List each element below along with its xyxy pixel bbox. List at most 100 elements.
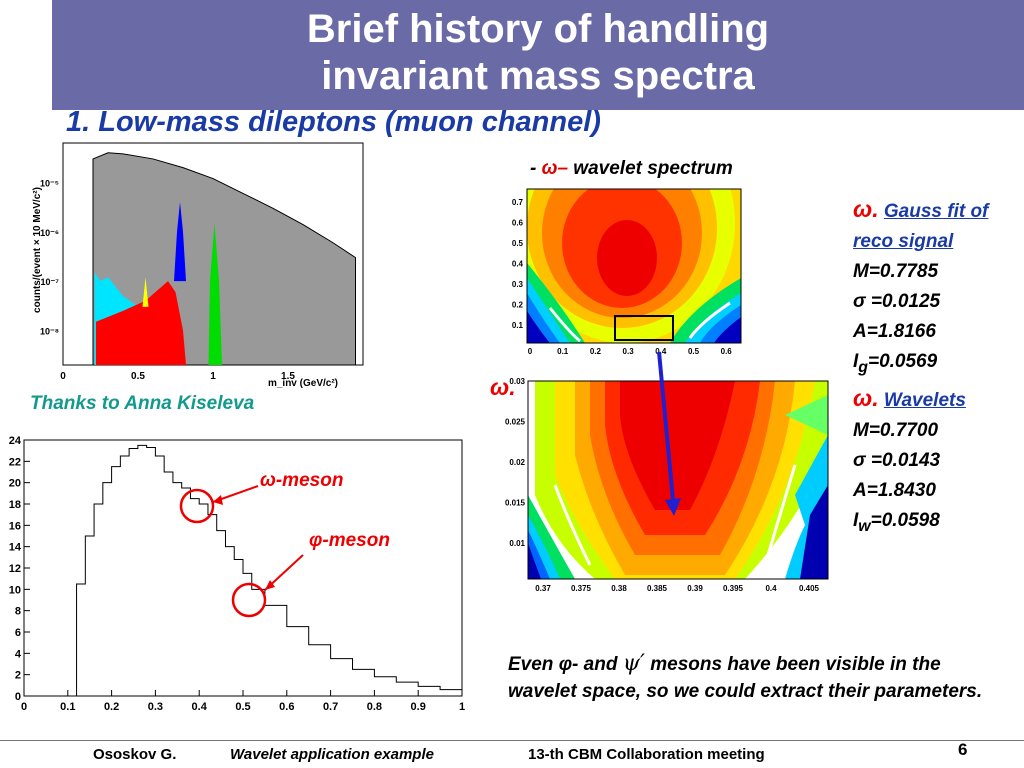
footer-topic: Wavelet application example <box>230 746 434 763</box>
zoomed-ytick: 0.025 <box>505 418 526 427</box>
label-omega: ω– <box>541 158 569 179</box>
wavelet-integral-sub: w <box>858 517 871 535</box>
log-chart-ytick: 10⁻⁷ <box>41 277 60 287</box>
wavelet-sigma: σ =0.0143 <box>853 449 941 471</box>
wavelet-ytick: 0.1 <box>512 321 524 330</box>
page-number: 6 <box>958 740 968 759</box>
section-subtitle: 1. Low-mass dileptons (muon channel) <box>66 106 601 138</box>
omega-meson-label: ω-meson <box>260 470 344 491</box>
histogram-chart: 0 0.1 0.2 0.3 0.4 0.5 0.6 0.7 0.8 0.9 102468101214… <box>9 435 465 713</box>
log-chart-ytick: 10⁻⁸ <box>40 326 59 336</box>
histogram-ytick: 24 <box>9 435 22 447</box>
footer-divider <box>0 740 1024 741</box>
gauss-fit-title: Gauss fit of reco signal <box>853 201 989 252</box>
zoomed-xtick: 0.4 <box>765 584 777 593</box>
log-chart-ylabel: counts/(event × 10 MeV/c²) <box>32 187 43 313</box>
psi-prime-symbol: ψ′ <box>622 651 645 676</box>
zoomed-ytick: 0.015 <box>505 499 526 508</box>
wavelet-xtick: 0.3 <box>623 347 635 356</box>
histogram-xtick: 0 <box>21 701 27 713</box>
label-text: wavelet spectrum <box>568 158 733 179</box>
histogram-ytick: 12 <box>9 563 21 575</box>
phi-highlight-circle <box>231 582 267 618</box>
histogram-ytick: 20 <box>9 478 21 490</box>
wavelet-xtick: 0.1 <box>557 347 569 356</box>
histogram-ytick: 6 <box>15 627 21 639</box>
histogram-ytick: 18 <box>9 499 21 511</box>
histogram-ytick: 4 <box>15 648 22 660</box>
title-line-2: invariant mass spectra <box>321 54 755 98</box>
histogram-ytick: 22 <box>9 456 21 468</box>
omega-side-label: ω. <box>490 374 516 400</box>
histogram-xtick: 0.9 <box>411 701 426 713</box>
wavelet-spectrum-label: - ω– wavelet spectrum <box>530 158 733 180</box>
zoomed-xtick: 0.38 <box>611 584 627 593</box>
zoom-region-box <box>614 315 674 341</box>
zoomed-heatmap: 0.37 0.375 0.38 0.385 0.39 0.395 0.4 0.405 0.01 0… <box>505 377 829 593</box>
zoomed-ytick: 0.03 <box>509 377 525 386</box>
gauss-amplitude: A=1.8166 <box>853 321 936 342</box>
zoomed-xtick: 0.385 <box>647 584 668 593</box>
gauss-integral: Ig=0.0569 <box>853 351 938 376</box>
histogram-xtick: 0.5 <box>235 701 250 713</box>
note-part-1: Even φ- and <box>508 654 623 675</box>
log-chart-xtick: 0 <box>60 371 66 382</box>
zoomed-ytick: 0.01 <box>509 539 525 548</box>
wavelet-xtick: 0.6 <box>721 347 733 356</box>
wavelet-omega-symbol: ω. <box>853 384 879 411</box>
wavelet-ytick: 0.5 <box>512 239 524 248</box>
wavelet-integral-value: 0.0598 <box>881 509 940 531</box>
wavelet-ytick: 0.4 <box>512 260 524 269</box>
histogram-ytick: 8 <box>15 606 21 618</box>
gauss-sigma: σ =0.0125 <box>853 291 941 312</box>
wavelet-mass: M=0.7700 <box>853 419 939 441</box>
wavelet-amplitude: A=1.8430 <box>853 479 936 501</box>
wavelet-ytick: 0.6 <box>512 219 524 228</box>
histogram-xtick: 0.2 <box>104 701 119 713</box>
wavelet-heading: ω. Wavelets <box>853 383 1023 416</box>
histogram-ytick: 0 <box>15 691 21 703</box>
log-chart-ytick: 10⁻⁶ <box>40 228 59 238</box>
histogram-xtick: 0.7 <box>323 701 338 713</box>
histogram-xtick: 0.6 <box>279 701 294 713</box>
histogram-xtick: 0.3 <box>148 701 163 713</box>
wavelet-ytick: 0.2 <box>512 301 524 310</box>
log-chart-xtick: 1 <box>210 371 216 382</box>
zoomed-xtick: 0.405 <box>799 584 820 593</box>
wavelet-xtick: 0.2 <box>590 347 602 356</box>
histogram-ytick: 10 <box>9 584 21 596</box>
wavelet-heatmap-contours <box>527 189 741 343</box>
title-line-1: Brief history of handling <box>306 7 770 51</box>
wavelet-integral: Iw=0.0598 <box>853 509 940 535</box>
zoomed-xtick: 0.37 <box>535 584 551 593</box>
log-mass-spectrum-chart: 0 0.5 1 1.5 10⁻⁸ 10⁻⁷ 10⁻⁶ 10⁻⁵ counts/(event ×… <box>32 142 364 389</box>
histogram-xtick: 1 <box>459 701 465 713</box>
zoom-arrow <box>657 351 681 516</box>
log-chart-xtick: 1.5 <box>281 371 295 382</box>
phi-meson-label: φ-meson <box>309 530 390 551</box>
zoomed-xtick: 0.375 <box>571 584 592 593</box>
series-yellow-peak <box>142 277 149 307</box>
gauss-integral-sub: g <box>858 358 868 376</box>
gauss-omega-symbol: ω. <box>853 196 879 222</box>
series-phi-peak <box>208 223 222 365</box>
gauss-integral-value: 0.0569 <box>879 351 938 372</box>
thanks-credit: Thanks to Anna Kiseleva <box>30 393 255 414</box>
zoomed-xtick: 0.39 <box>687 584 703 593</box>
gauss-heading: ω. Gauss fit of reco signal <box>853 194 1023 257</box>
histogram-xtick: 0.8 <box>367 701 382 713</box>
omega-highlight-circle <box>179 488 215 524</box>
wavelet-ytick: 0.7 <box>512 198 524 207</box>
zoomed-ytick: 0.02 <box>509 458 525 467</box>
wavelets-title: Wavelets <box>883 389 966 411</box>
footer-author: Ososkov G. <box>93 746 177 763</box>
histogram-series-line <box>67 444 463 697</box>
series-red-area <box>96 281 186 365</box>
title-banner <box>52 0 1024 110</box>
log-chart-xlabel: m_inv (GeV/c²) <box>268 378 338 389</box>
conclusion-note: Even φ- and ψ′ mesons have been visible … <box>508 650 988 705</box>
zoomed-xtick: 0.395 <box>723 584 744 593</box>
omega-arrowhead <box>213 495 223 505</box>
histogram-ytick: 16 <box>9 520 21 532</box>
wavelet-ytick: 0.3 <box>512 280 524 289</box>
